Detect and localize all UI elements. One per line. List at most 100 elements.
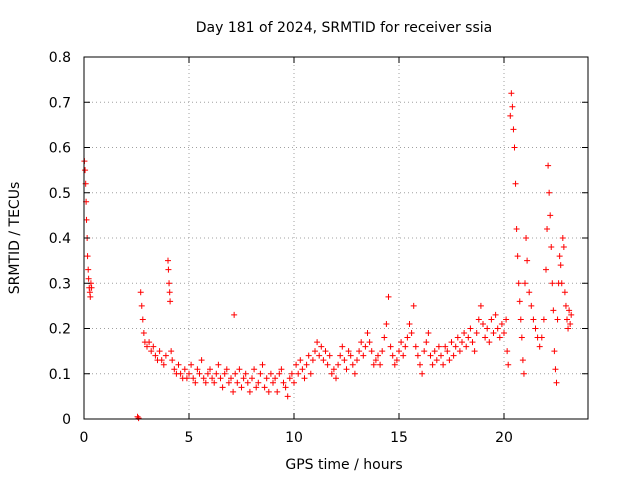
data-point: [501, 330, 507, 337]
data-point: [274, 388, 281, 395]
data-point: [368, 348, 375, 355]
data-point: [450, 352, 457, 359]
data-point: [417, 361, 423, 368]
x-tick-label: 20: [495, 430, 513, 446]
data-point: [498, 320, 505, 327]
data-point: [167, 298, 174, 305]
data-point: [261, 384, 268, 391]
data-point: [244, 379, 251, 386]
data-point: [552, 366, 559, 373]
data-point: [225, 379, 232, 386]
data-point: [246, 388, 253, 395]
data-point: [546, 189, 553, 196]
data-point: [177, 370, 184, 377]
data-point: [202, 379, 209, 386]
data-point: [421, 348, 428, 355]
data-point: [364, 330, 371, 337]
data-point: [282, 384, 289, 391]
y-axis-label: SRMTID / TECUs: [7, 182, 23, 295]
data-point: [556, 253, 563, 260]
data-point: [435, 343, 442, 350]
y-tick-label: 0.2: [49, 322, 71, 338]
data-point: [257, 370, 264, 377]
data-points: [81, 90, 575, 422]
data-point: [276, 370, 283, 377]
grid-lines: [84, 57, 588, 419]
data-point: [524, 257, 531, 264]
data-point: [564, 316, 570, 323]
data-point: [213, 370, 220, 377]
data-point: [565, 325, 572, 332]
data-point: [135, 415, 142, 422]
data-point: [398, 339, 405, 346]
data-point: [165, 266, 172, 273]
data-point: [295, 370, 302, 377]
data-point: [251, 366, 258, 373]
data-point: [509, 103, 516, 110]
data-point: [545, 162, 552, 169]
y-tick-label: 0.3: [49, 276, 71, 292]
data-point: [385, 293, 392, 300]
data-point: [349, 361, 356, 368]
data-point: [278, 366, 285, 373]
data-point: [551, 348, 558, 355]
data-point: [560, 244, 567, 251]
data-point: [196, 370, 203, 377]
data-point: [548, 244, 555, 251]
data-point: [160, 361, 167, 368]
data-point: [503, 316, 510, 323]
x-tick-label: 0: [80, 430, 89, 446]
data-point: [231, 311, 238, 318]
x-axis-ticks: 0 5 10 15 20: [80, 57, 513, 446]
data-point: [518, 334, 525, 341]
data-point: [536, 343, 543, 350]
data-point: [267, 370, 274, 377]
data-point: [377, 361, 384, 368]
data-point: [473, 330, 480, 337]
data-point: [508, 90, 515, 97]
y-tick-label: 0: [62, 412, 71, 428]
data-point: [463, 343, 470, 350]
data-point: [438, 352, 444, 359]
data-point: [84, 253, 91, 260]
data-point: [494, 325, 501, 332]
data-point: [532, 325, 539, 332]
data-point: [444, 348, 451, 355]
y-axis-ticks: 0 0.1 0.2 0.3 0.4 0.5 0.6 0.7 0.8: [49, 50, 588, 428]
y-tick-label: 0.1: [49, 367, 71, 383]
data-point: [280, 379, 287, 386]
data-point: [200, 375, 207, 382]
data-point: [530, 316, 537, 323]
x-axis-label: GPS time / hours: [285, 457, 402, 473]
data-point: [87, 293, 94, 300]
data-point: [553, 379, 560, 386]
data-point: [482, 334, 489, 341]
data-point: [486, 339, 493, 346]
data-point: [446, 357, 453, 364]
data-point: [339, 343, 346, 350]
data-point: [522, 280, 528, 287]
data-point: [166, 280, 173, 287]
data-point: [360, 352, 367, 359]
data-point: [549, 280, 556, 287]
data-point: [297, 357, 304, 364]
data-point: [469, 339, 476, 346]
data-point: [219, 384, 226, 391]
data-point: [158, 357, 165, 364]
data-point: [85, 275, 92, 282]
data-point: [511, 144, 518, 151]
data-point: [343, 366, 350, 373]
data-point: [375, 352, 381, 359]
data-point: [194, 366, 201, 373]
data-point: [209, 375, 216, 382]
data-point: [217, 375, 224, 382]
data-point: [568, 311, 575, 318]
data-point: [513, 225, 520, 232]
data-point: [419, 370, 426, 377]
data-point: [459, 339, 465, 346]
chart-title: Day 181 of 2024, SRMTID for receiver ssi…: [196, 20, 492, 36]
data-point: [454, 334, 461, 341]
data-point: [429, 361, 436, 368]
data-point: [362, 343, 369, 350]
